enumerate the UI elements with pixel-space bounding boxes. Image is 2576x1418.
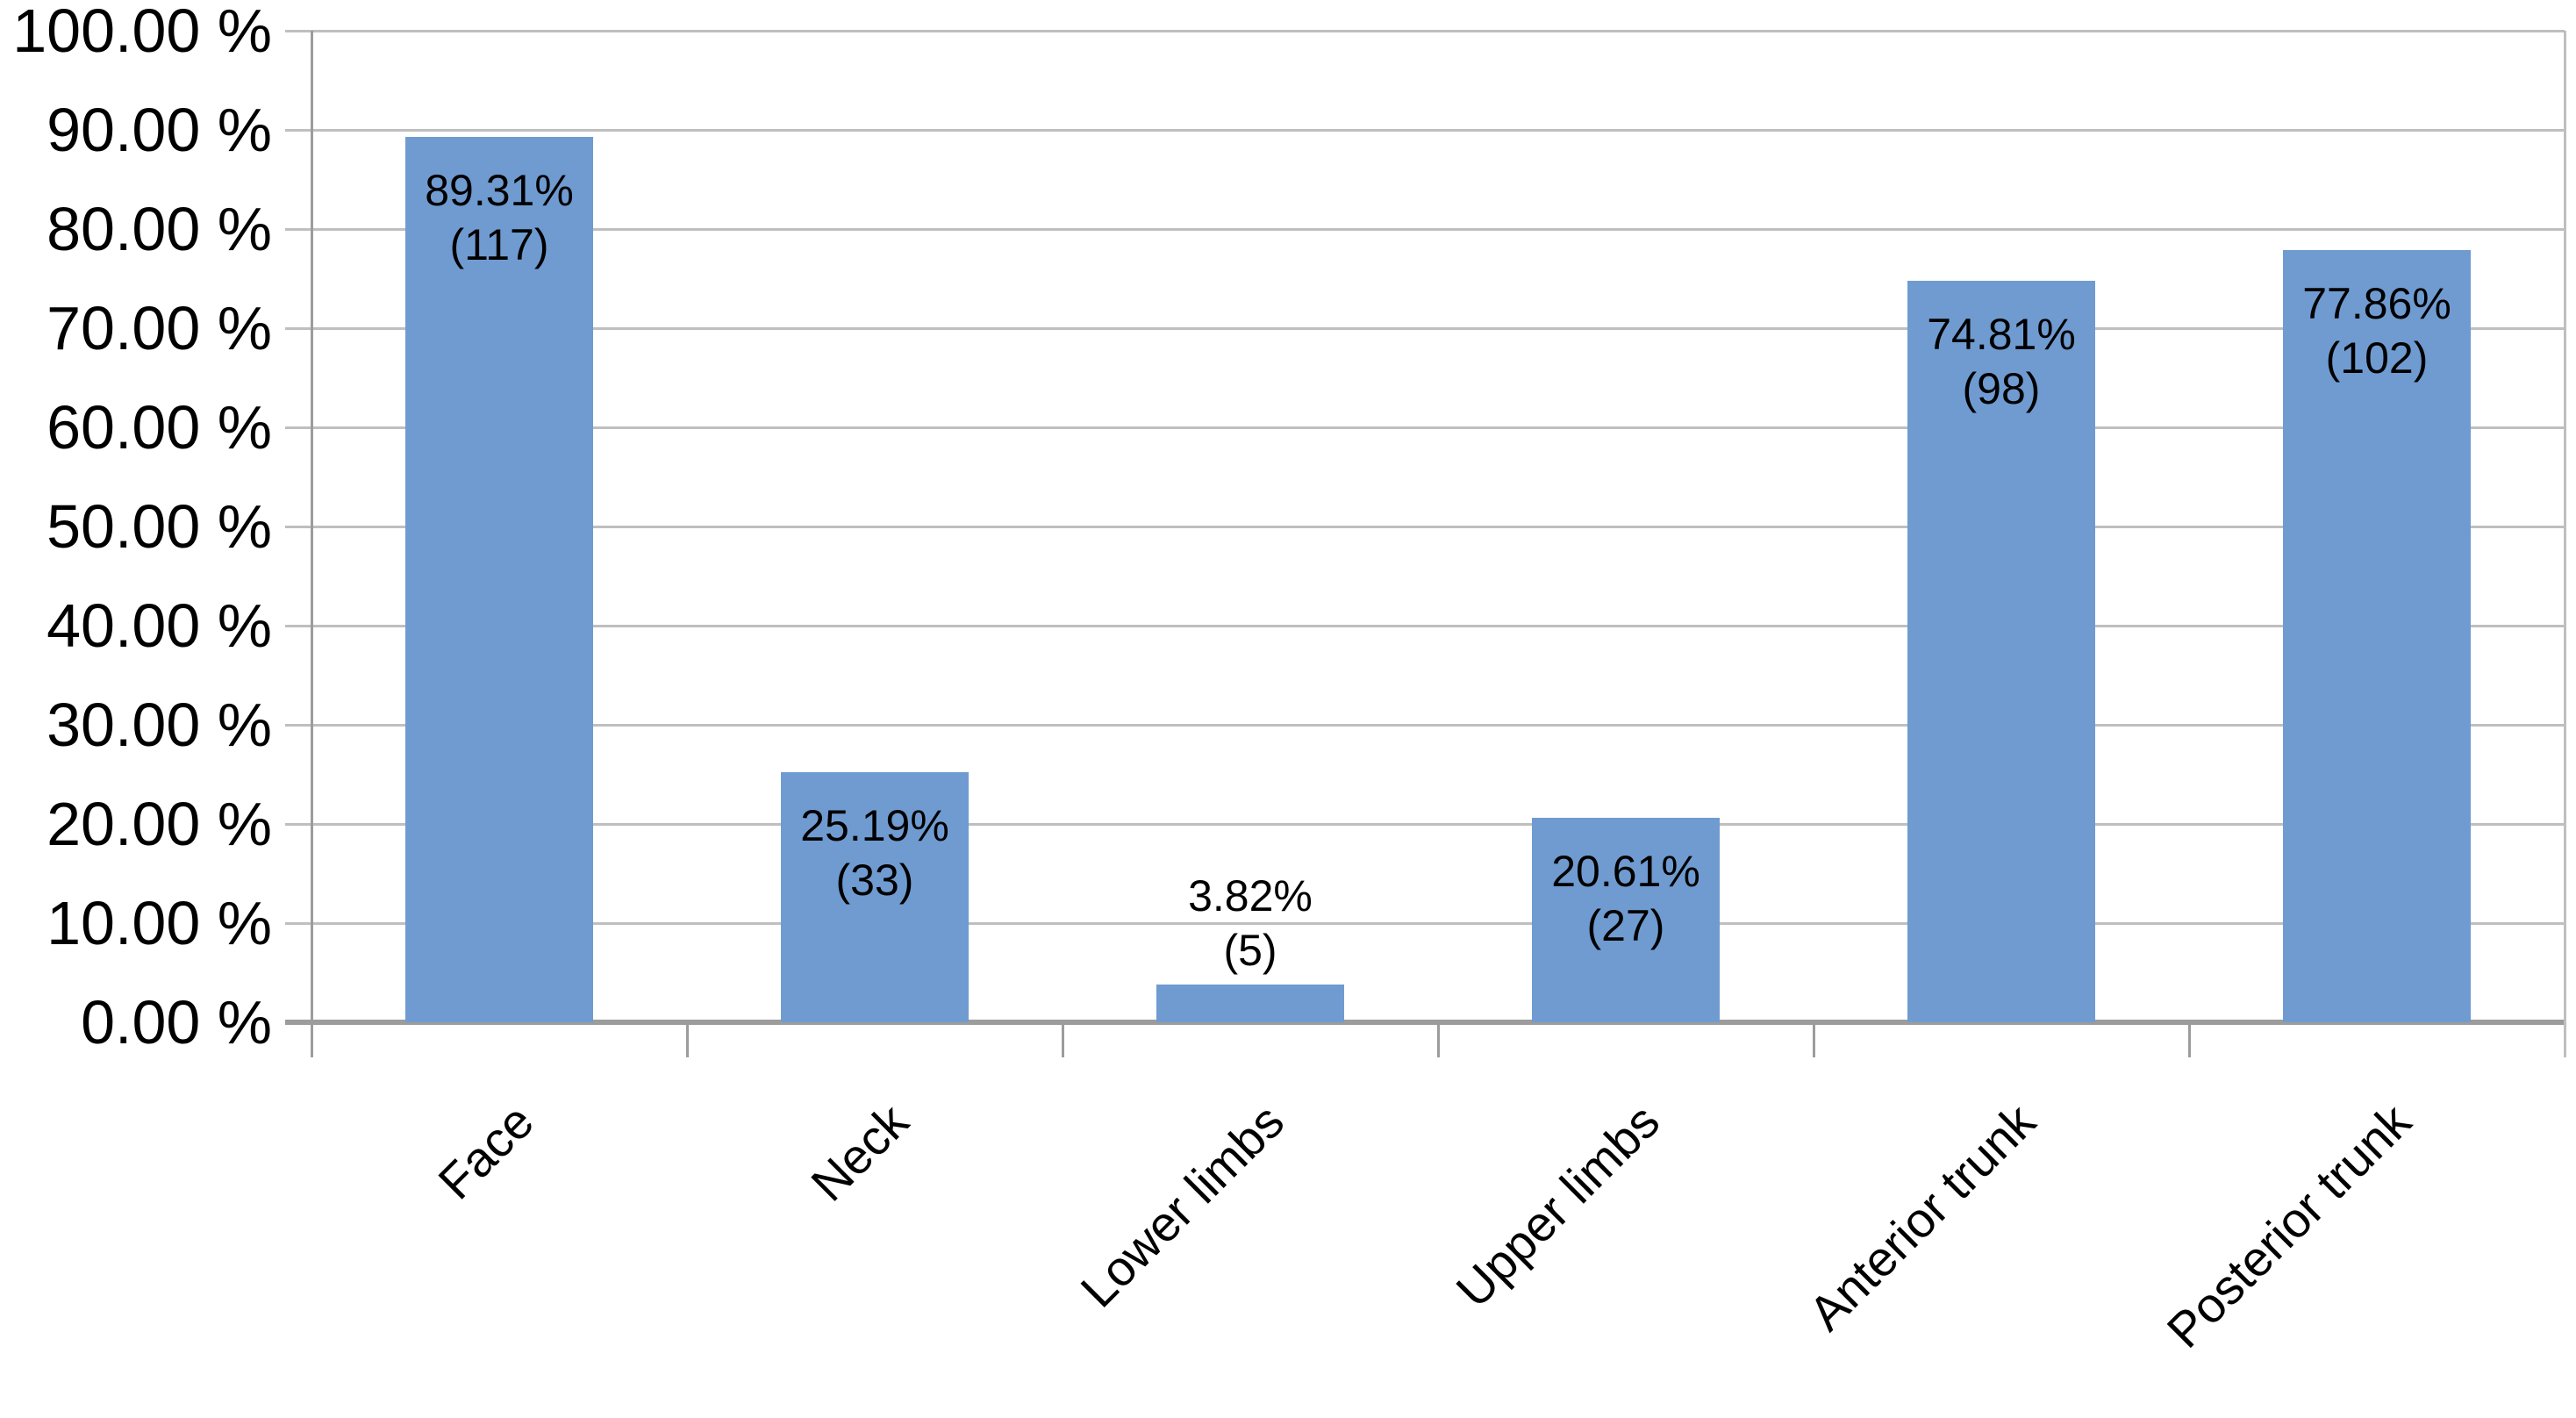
- y-tick-label: 90.00 %: [47, 96, 272, 164]
- y-tick-label: 60.00 %: [47, 393, 272, 462]
- y-tick-label: 80.00 %: [47, 195, 272, 263]
- y-tick-label: 10.00 %: [47, 889, 272, 957]
- bar-count-label-anterior-trunk: (98): [1962, 363, 2041, 413]
- y-tick-label: 30.00 %: [47, 691, 272, 759]
- gridline: [285, 723, 2565, 727]
- bar-value-label-face: 89.31%: [425, 165, 574, 215]
- bar-value-label-posterior-trunk: 77.86%: [2302, 279, 2451, 329]
- category-label-lower-limbs: Lower limbs: [1070, 1092, 1295, 1318]
- gridline: [285, 227, 2565, 231]
- bar-upper-limbs: [1532, 818, 1720, 1022]
- y-tick-label: 20.00 %: [47, 790, 272, 858]
- bar-count-label-neck: (33): [835, 856, 914, 906]
- bar-neck: [781, 772, 969, 1022]
- x-axis-line: [285, 1020, 2565, 1025]
- y-tick-label: 100.00 %: [12, 0, 272, 65]
- x-tick: [1436, 1022, 1440, 1057]
- bar-anterior-trunk: [1907, 280, 2095, 1022]
- category-label-face: Face: [426, 1092, 544, 1210]
- y-axis-line: [310, 31, 313, 1057]
- x-tick: [1061, 1022, 1064, 1057]
- category-label-anterior-trunk: Anterior trunk: [1798, 1092, 2046, 1342]
- bar-count-label-upper-limbs: (27): [1586, 901, 1665, 951]
- bar-count-label-lower-limbs: (5): [1223, 925, 1277, 975]
- y-tick-label: 40.00 %: [47, 591, 272, 660]
- bar-posterior-trunk: [2283, 250, 2471, 1022]
- bar-value-label-lower-limbs: 3.82%: [1188, 870, 1313, 920]
- bar-lower-limbs: [1156, 984, 1344, 1022]
- x-tick: [2187, 1022, 2191, 1057]
- gridline: [285, 29, 2565, 32]
- bar-face: [405, 136, 593, 1022]
- bar-value-label-neck: 25.19%: [800, 801, 949, 851]
- gridline: [285, 426, 2565, 429]
- y-tick-label: 50.00 %: [47, 492, 272, 561]
- gridline: [285, 128, 2565, 132]
- plot-right-border: [2563, 31, 2566, 1057]
- x-tick: [1812, 1022, 1815, 1057]
- gridline: [285, 921, 2565, 925]
- category-label-upper-limbs: Upper limbs: [1445, 1092, 1671, 1318]
- x-tick: [685, 1022, 689, 1057]
- category-label-neck: Neck: [800, 1092, 919, 1212]
- y-tick-label: 70.00 %: [47, 294, 272, 362]
- bar-count-label-posterior-trunk: (102): [2325, 333, 2429, 383]
- category-label-posterior-trunk: Posterior trunk: [2156, 1092, 2422, 1358]
- bar-value-label-anterior-trunk: 74.81%: [1927, 309, 2076, 359]
- gridline: [285, 326, 2565, 330]
- bar-value-label-upper-limbs: 20.61%: [1551, 847, 1700, 897]
- gridline: [285, 822, 2565, 826]
- bar-count-label-face: (117): [449, 219, 549, 269]
- gridline: [285, 525, 2565, 528]
- y-tick-label: 0.00 %: [81, 988, 272, 1056]
- gridline: [285, 624, 2565, 627]
